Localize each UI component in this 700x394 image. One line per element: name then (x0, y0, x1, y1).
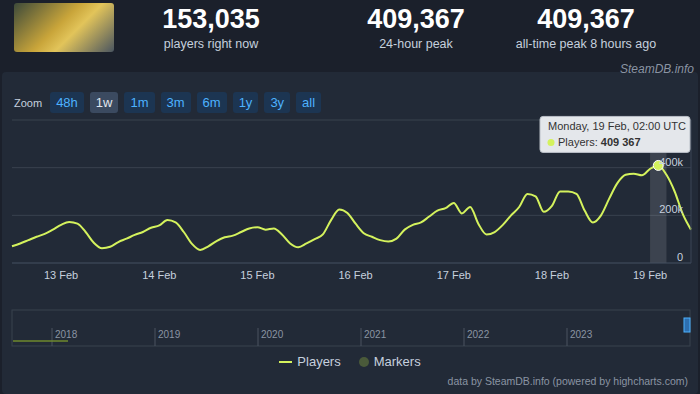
html-text:409,367: 409,367 (537, 4, 635, 34)
html-text:1y: 1y (238, 95, 253, 110)
svg-text:200k: 200k (659, 203, 683, 215)
html-text:1w: 1w (95, 95, 113, 110)
html-text:1m: 1m (130, 95, 149, 110)
svg-text:18 Feb: 18 Feb (535, 269, 569, 281)
html-text:data by SteamDB.info (powered: data by SteamDB.info (powered by highcha… (447, 375, 688, 387)
svg-text:2019: 2019 (158, 329, 181, 340)
html-text:all: all (302, 95, 316, 110)
svg-text:13 Feb: 13 Feb (44, 269, 78, 281)
svg-text:2021: 2021 (364, 329, 387, 340)
svg-text:2022: 2022 (467, 329, 490, 340)
html-text:Markers: Markers (373, 354, 421, 369)
html-text:153,035: 153,035 (162, 4, 260, 34)
html-text:Players: Players (297, 354, 341, 369)
svg-text:17 Feb: 17 Feb (437, 269, 471, 281)
html-text:3y: 3y (270, 95, 285, 110)
html-text:48h: 48h (56, 95, 78, 110)
svg-text:Monday, 19 Feb, 02:00 UTC: Monday, 19 Feb, 02:00 UTC (548, 120, 686, 132)
svg-text:Players: 409 367: Players: 409 367 (558, 136, 641, 148)
html-text:409,367: 409,367 (367, 4, 465, 34)
svg-text:2020: 2020 (261, 329, 284, 340)
html-text:24-hour peak: 24-hour peak (379, 37, 453, 51)
svg-text:2018: 2018 (55, 329, 78, 340)
svg-text:15 Feb: 15 Feb (240, 269, 274, 281)
svg-text:14 Feb: 14 Feb (142, 269, 176, 281)
svg-text:16 Feb: 16 Feb (338, 269, 372, 281)
html-text:3m: 3m (166, 95, 185, 110)
svg-text:19 Feb: 19 Feb (633, 269, 667, 281)
html-text:6m: 6m (202, 95, 221, 110)
svg-text:2023: 2023 (570, 329, 593, 340)
html-text:players right now: players right now (163, 37, 259, 51)
html-text:SteamDB.info: SteamDB.info (620, 62, 694, 76)
html-text:all-time peak 8 hours ago: all-time peak 8 hours ago (515, 37, 657, 51)
html-text:Zoom: Zoom (14, 96, 43, 109)
svg-text:0: 0 (677, 251, 683, 263)
svg-text:400k: 400k (659, 156, 683, 168)
